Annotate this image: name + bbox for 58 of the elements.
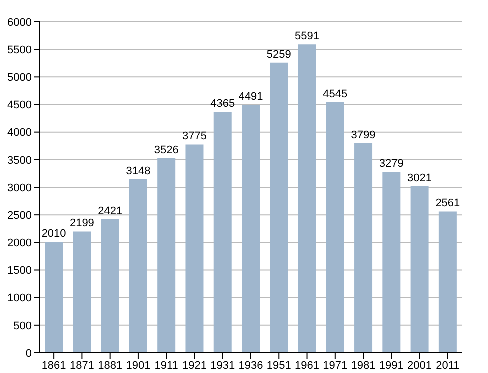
x-tick-label: 1991 xyxy=(379,360,404,372)
y-tick-label: 2500 xyxy=(8,210,32,222)
y-tick-label: 6000 xyxy=(8,16,32,29)
data-label: 3279 xyxy=(379,158,404,170)
bar xyxy=(242,105,260,353)
bar xyxy=(326,102,344,353)
x-tick-label: 2011 xyxy=(436,360,460,372)
x-tick-label: 1931 xyxy=(210,360,236,372)
bar xyxy=(73,232,92,353)
data-label: 4491 xyxy=(238,91,264,104)
x-tick-label: 1951 xyxy=(266,360,292,372)
x-tick-label: 1861 xyxy=(42,360,66,372)
bar xyxy=(354,143,373,353)
bar xyxy=(129,179,148,353)
data-label: 5259 xyxy=(266,48,292,61)
y-tick-label: 1000 xyxy=(8,292,32,305)
y-tick-label: 2000 xyxy=(8,238,32,250)
data-label: 3021 xyxy=(408,172,432,184)
y-tick-label: 3500 xyxy=(8,154,32,167)
x-tick-label: 1961 xyxy=(295,360,320,372)
x-tick-label: 1901 xyxy=(126,360,151,372)
y-tick-label: 5000 xyxy=(8,72,32,84)
y-tick-label: 500 xyxy=(14,320,32,332)
y-tick-label: 1500 xyxy=(8,265,32,278)
data-label: 3775 xyxy=(182,130,207,143)
bar xyxy=(214,112,232,353)
x-tick-label: 1971 xyxy=(323,360,348,372)
x-tick-label: 1921 xyxy=(182,360,207,372)
data-label: 2561 xyxy=(436,198,460,210)
data-label: 4365 xyxy=(210,98,236,110)
bar xyxy=(270,62,288,353)
y-tick-label: 4500 xyxy=(8,100,32,112)
data-label: 2421 xyxy=(98,205,123,218)
data-label: 4545 xyxy=(323,88,348,100)
bar xyxy=(101,219,120,353)
x-tick-label: 1881 xyxy=(98,360,123,372)
x-tick-label: 1871 xyxy=(70,360,94,372)
bar xyxy=(45,242,64,353)
y-tick-label: 3000 xyxy=(8,182,32,194)
bar xyxy=(186,144,204,353)
bar xyxy=(410,186,429,353)
y-tick-label: 4000 xyxy=(8,127,32,140)
data-label: 2010 xyxy=(42,228,66,240)
data-label: 2199 xyxy=(70,218,94,230)
data-label: 3148 xyxy=(126,165,151,178)
data-label: 3526 xyxy=(154,144,179,156)
x-tick-label: 1911 xyxy=(154,360,178,372)
x-tick-label: 2001 xyxy=(408,360,432,372)
bar xyxy=(298,44,316,353)
bar xyxy=(158,158,176,353)
y-tick-label: 0 xyxy=(26,348,32,360)
bar xyxy=(382,172,401,353)
data-label: 3799 xyxy=(351,129,376,142)
y-tick-label: 5500 xyxy=(8,44,32,56)
data-label: 5591 xyxy=(295,30,320,43)
x-tick-label: 1981 xyxy=(351,360,376,372)
x-tick-label: 1936 xyxy=(238,360,264,372)
bar xyxy=(438,212,457,353)
